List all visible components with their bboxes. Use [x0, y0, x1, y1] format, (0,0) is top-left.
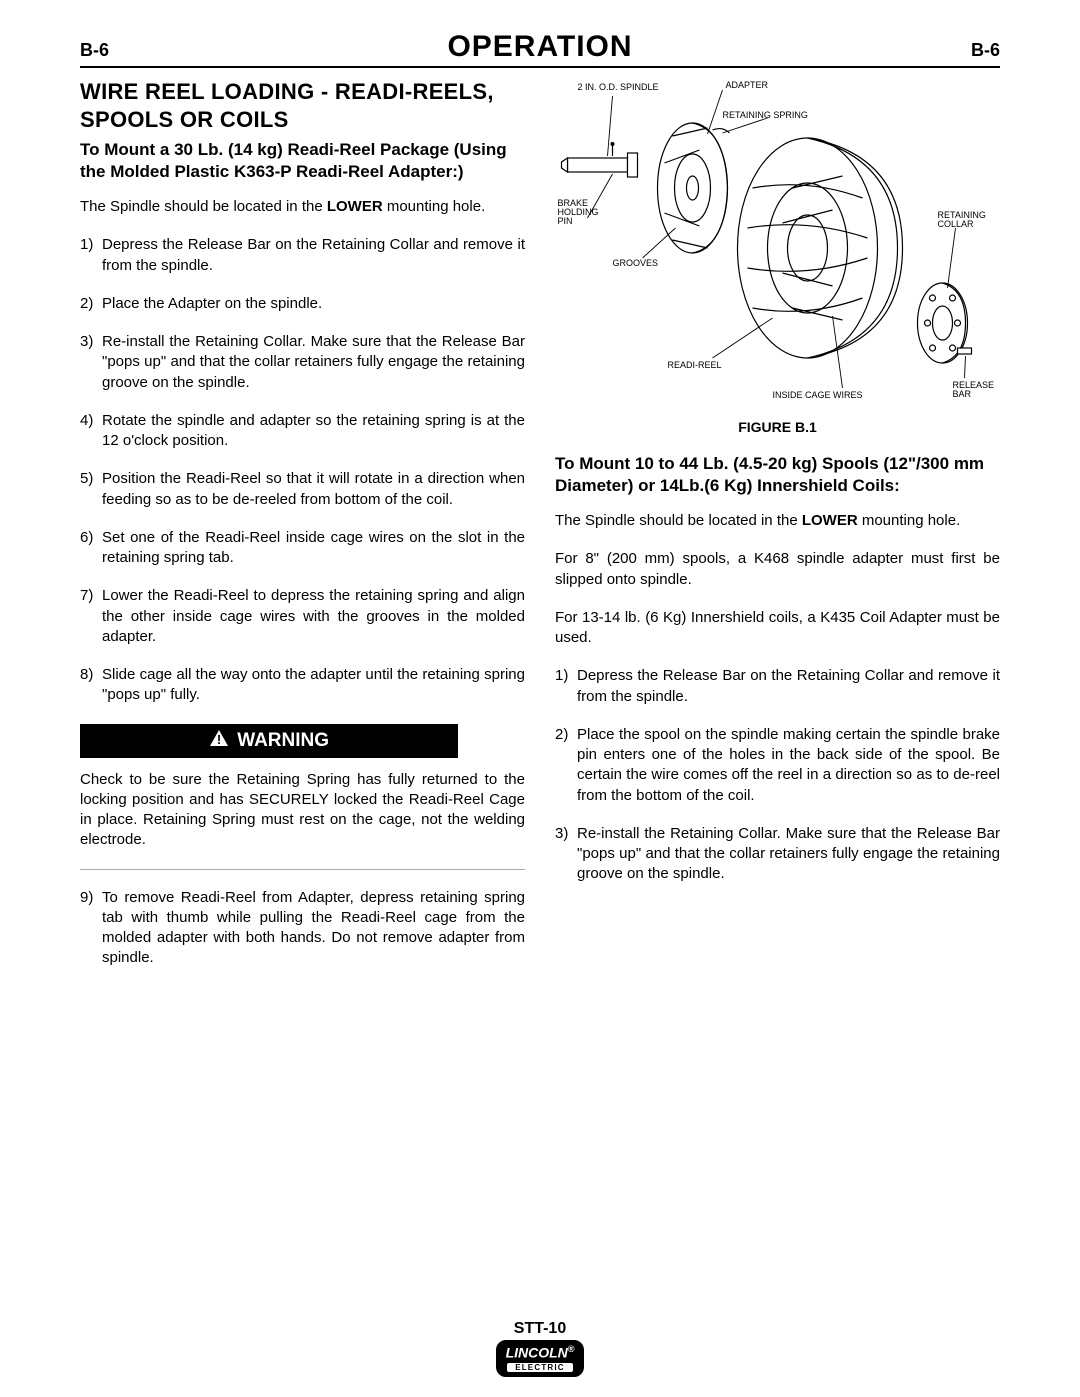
- label-inside-cage: INSIDE CAGE WIRES: [773, 390, 863, 400]
- list-item: 9)To remove Readi-Reel from Adapter, dep…: [80, 888, 525, 969]
- left-column: WIRE REEL LOADING - READI-REELS, SPOOLS …: [80, 78, 525, 987]
- right-steps: 1)Depress the Release Bar on the Retaini…: [555, 666, 1000, 884]
- step-text: Re-install the Retaining Collar. Make su…: [102, 333, 525, 391]
- section-title: WIRE REEL LOADING - READI-REELS, SPOOLS …: [80, 78, 525, 133]
- intro-pre: The Spindle should be located in the: [80, 198, 327, 215]
- intro-post: mounting hole.: [858, 512, 961, 529]
- label-retaining-spring: RETAINING SPRING: [723, 110, 808, 120]
- warning-triangle-icon: !: [209, 729, 229, 753]
- warning-text: Check to be sure the Retaining Spring ha…: [80, 770, 525, 851]
- list-item: 7)Lower the Readi-Reel to depress the re…: [80, 586, 525, 647]
- list-item: 5)Position the Readi-Reel so that it wil…: [80, 469, 525, 510]
- left-subheading: To Mount a 30 Lb. (14 kg) Readi-Reel Pac…: [80, 139, 525, 183]
- step-text: To remove Readi-Reel from Adapter, depre…: [102, 889, 525, 967]
- page-code-left: B-6: [80, 40, 160, 61]
- list-item: 1)Depress the Release Bar on the Retaini…: [555, 666, 1000, 707]
- right-column: 2 IN. O.D. SPINDLE ADAPTER RETAINING SPR…: [555, 78, 1000, 987]
- step-text: Depress the Release Bar on the Retaining…: [577, 667, 1000, 704]
- label-spindle: 2 IN. O.D. SPINDLE: [578, 82, 659, 92]
- list-item: 2)Place the Adapter on the spindle.: [80, 294, 525, 314]
- svg-text:RELEASEBAR: RELEASEBAR: [953, 380, 995, 399]
- right-subheading: To Mount 10 to 44 Lb. (4.5-20 kg) Spools…: [555, 453, 1000, 497]
- page-header: B-6 OPERATION B-6: [80, 30, 1000, 68]
- list-item: 1)Depress the Release Bar on the Retaini…: [80, 235, 525, 276]
- brand-sub: ELECTRIC: [506, 1362, 575, 1373]
- list-item: 8)Slide cage all the way onto the adapte…: [80, 665, 525, 706]
- figure-b1: 2 IN. O.D. SPINDLE ADAPTER RETAINING SPR…: [555, 78, 1000, 435]
- intro-strong: LOWER: [802, 512, 858, 529]
- list-item: 6)Set one of the Readi-Reel inside cage …: [80, 528, 525, 569]
- step-text: Position the Readi-Reel so that it will …: [102, 470, 525, 507]
- brand-name: LINCOLN: [506, 1345, 568, 1361]
- step-text: Re-install the Retaining Collar. Make su…: [577, 825, 1000, 883]
- warning-label: WARNING: [237, 730, 329, 752]
- list-item: 2)Place the spool on the spindle making …: [555, 725, 1000, 806]
- intro-pre: The Spindle should be located in the: [555, 512, 802, 529]
- readi-reel-diagram-icon: 2 IN. O.D. SPINDLE ADAPTER RETAINING SPR…: [555, 78, 1000, 408]
- label-readi-reel: READI-REEL: [668, 360, 722, 370]
- right-para1: For 8" (200 mm) spools, a K468 spindle a…: [555, 549, 1000, 590]
- page-code-right: B-6: [920, 40, 1000, 61]
- step-text: Lower the Readi-Reel to depress the reta…: [102, 587, 525, 645]
- left-steps-a: 1)Depress the Release Bar on the Retaini…: [80, 235, 525, 705]
- step-text: Set one of the Readi-Reel inside cage wi…: [102, 529, 525, 566]
- step-text: Rotate the spindle and adapter so the re…: [102, 412, 525, 449]
- lincoln-logo-icon: LINCOLN® ELECTRIC: [496, 1340, 585, 1377]
- right-intro: The Spindle should be located in the LOW…: [555, 511, 1000, 531]
- svg-text:RETAININGCOLLAR: RETAININGCOLLAR: [938, 210, 986, 229]
- page-footer: STT-10 LINCOLN® ELECTRIC: [0, 1320, 1080, 1377]
- step-text: Slide cage all the way onto the adapter …: [102, 666, 525, 703]
- content-columns: WIRE REEL LOADING - READI-REELS, SPOOLS …: [80, 78, 1000, 987]
- figure-caption: FIGURE B.1: [555, 419, 1000, 435]
- step-text: Depress the Release Bar on the Retaining…: [102, 236, 525, 273]
- step-text: Place the spool on the spindle making ce…: [577, 726, 1000, 804]
- left-intro: The Spindle should be located in the LOW…: [80, 197, 525, 217]
- warning-banner: ! WARNING: [80, 724, 458, 758]
- svg-text:!: !: [217, 732, 221, 747]
- left-steps-b: 9)To remove Readi-Reel from Adapter, dep…: [80, 888, 525, 969]
- intro-strong: LOWER: [327, 198, 383, 215]
- list-item: 3)Re-install the Retaining Collar. Make …: [555, 824, 1000, 885]
- label-grooves: GROOVES: [613, 258, 659, 268]
- page-title: OPERATION: [160, 30, 920, 64]
- divider: [80, 869, 525, 870]
- footer-model: STT-10: [0, 1320, 1080, 1338]
- label-adapter: ADAPTER: [726, 80, 769, 90]
- list-item: 4)Rotate the spindle and adapter so the …: [80, 411, 525, 452]
- step-text: Place the Adapter on the spindle.: [102, 295, 322, 312]
- intro-post: mounting hole.: [383, 198, 486, 215]
- svg-text:BRAKEHOLDINGPIN: BRAKEHOLDINGPIN: [558, 198, 599, 226]
- list-item: 3)Re-install the Retaining Collar. Make …: [80, 332, 525, 393]
- right-para2: For 13-14 lb. (6 Kg) Innershield coils, …: [555, 608, 1000, 649]
